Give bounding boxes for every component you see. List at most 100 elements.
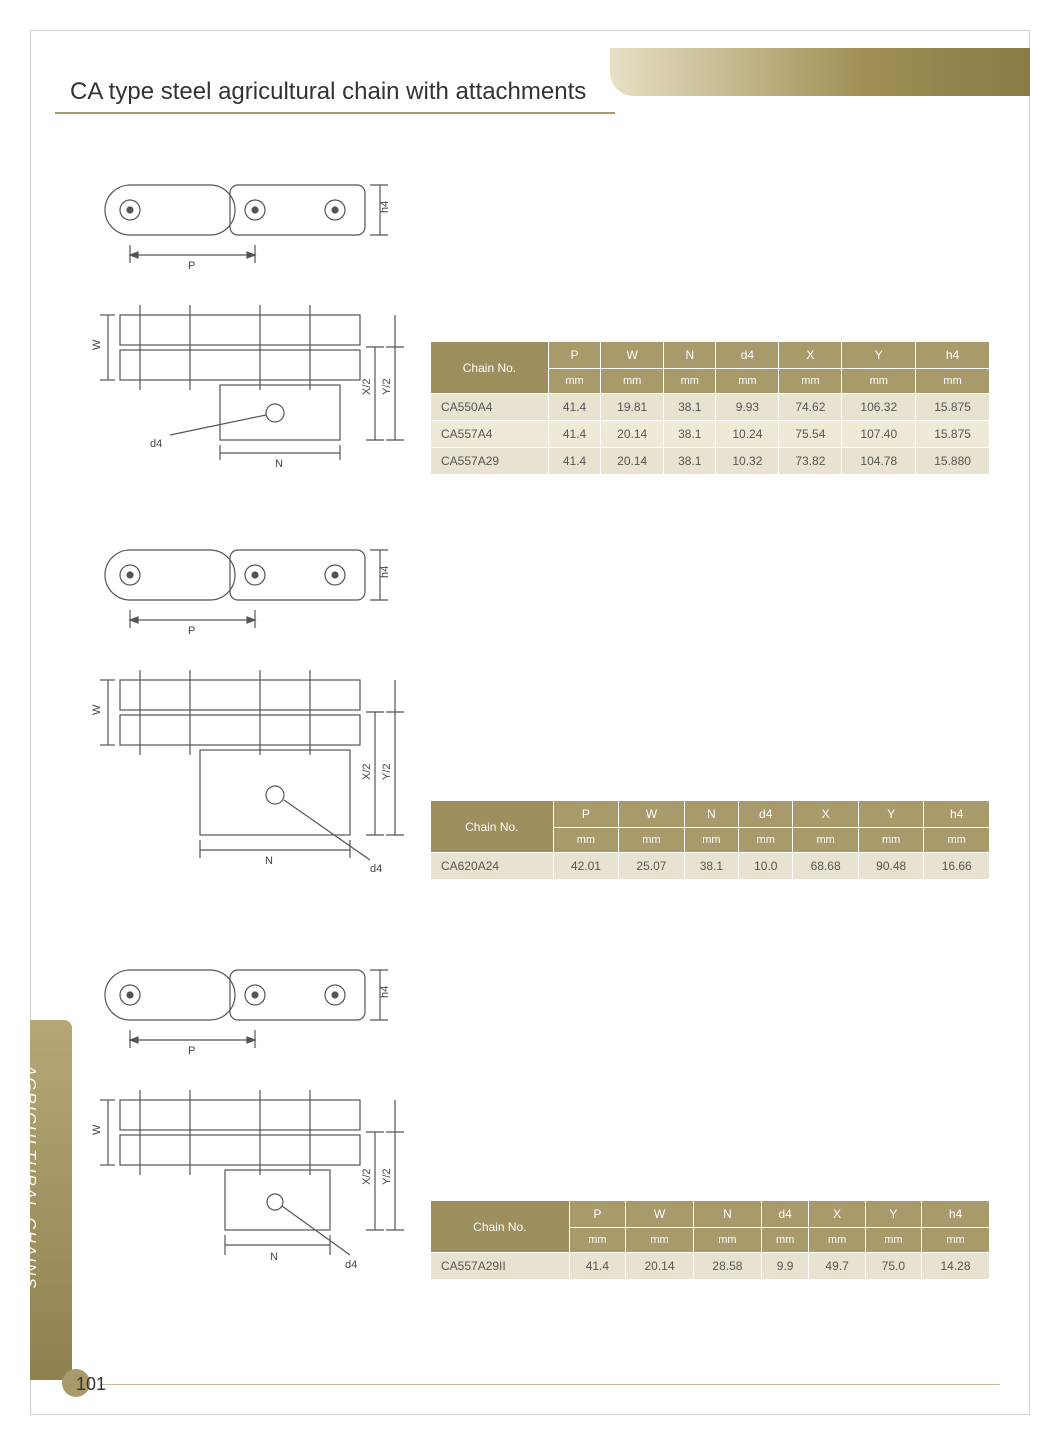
label-h4: h4 [379, 986, 391, 998]
table-cell: 28.58 [693, 1253, 761, 1280]
table-cell: 104.78 [842, 448, 916, 475]
label-h4: h4 [379, 566, 391, 578]
unit: mm [858, 828, 924, 853]
spec-table-1: Chain No. P W N d4 X Y h4 mm mm mm mm mm… [430, 341, 990, 475]
unit: mm [626, 1228, 694, 1253]
unit: mm [842, 369, 916, 394]
table-cell: 14.28 [922, 1253, 990, 1280]
table-row: CA557A2941.420.1438.110.3273.82104.7815.… [431, 448, 990, 475]
table-cell: CA550A4 [431, 394, 549, 421]
side-tab-label: AGRICULTURAL CHAINS [20, 1065, 38, 1290]
table-cell: 73.82 [779, 448, 842, 475]
table-cell: 9.9 [761, 1253, 809, 1280]
table-row: CA550A441.419.8138.19.9374.62106.3215.87… [431, 394, 990, 421]
label-Y2: Y/2 [381, 378, 393, 395]
table-cell: 10.0 [739, 853, 793, 880]
label-P: P [188, 260, 195, 272]
table-cell: 10.24 [716, 421, 779, 448]
col-P: P [553, 801, 619, 828]
unit: mm [916, 369, 990, 394]
table-cell: 75.54 [779, 421, 842, 448]
table-3-container: Chain No. P W N d4 X Y h4 mm mm mm mm mm… [410, 1200, 990, 1280]
table-cell: 38.1 [664, 394, 716, 421]
table-1-body: CA550A441.419.8138.19.9374.62106.3215.87… [431, 394, 990, 475]
table-cell: 20.14 [626, 1253, 694, 1280]
table-cell: 41.4 [548, 394, 600, 421]
col-h4: h4 [922, 1201, 990, 1228]
section-1: P h4 [70, 175, 990, 475]
unit: mm [793, 828, 859, 853]
footer-rule [100, 1384, 1000, 1385]
col-P: P [569, 1201, 625, 1228]
table-cell: 25.07 [619, 853, 685, 880]
unit: mm [619, 828, 685, 853]
col-chain-no: Chain No. [431, 1201, 570, 1253]
table-cell: 107.40 [842, 421, 916, 448]
label-W: W [91, 1124, 103, 1135]
table-cell: 41.4 [548, 448, 600, 475]
col-N: N [664, 342, 716, 369]
col-P: P [548, 342, 600, 369]
diagram-1: P h4 [70, 175, 410, 475]
table-cell: 68.68 [793, 853, 859, 880]
table-cell: 41.4 [548, 421, 600, 448]
col-W: W [619, 801, 685, 828]
spec-table-3: Chain No. P W N d4 X Y h4 mm mm mm mm mm… [430, 1200, 990, 1280]
label-d4: d4 [150, 438, 162, 450]
chain-top-view-3-svg: P h4 [70, 960, 410, 1060]
unit: mm [569, 1228, 625, 1253]
unit: mm [664, 369, 716, 394]
table-cell: 9.93 [716, 394, 779, 421]
col-chain-no: Chain No. [431, 801, 554, 853]
unit: mm [601, 369, 664, 394]
table-cell: CA620A24 [431, 853, 554, 880]
table-cell: 15.875 [916, 394, 990, 421]
table-cell: 41.4 [569, 1253, 625, 1280]
table-cell: 20.14 [601, 448, 664, 475]
table-cell: 75.0 [865, 1253, 921, 1280]
label-N: N [270, 1251, 278, 1263]
chain-side-view-svg: W N d4 X/2 Y/2 [70, 295, 410, 475]
table-cell: 10.32 [716, 448, 779, 475]
section-2: P h4 W N d4 [70, 540, 990, 880]
table-3-body: CA557A29II41.420.1428.589.949.775.014.28 [431, 1253, 990, 1280]
table-cell: 20.14 [601, 421, 664, 448]
unit: mm [739, 828, 793, 853]
table-cell: 42.01 [553, 853, 619, 880]
col-chain-no: Chain No. [431, 342, 549, 394]
col-d4: d4 [739, 801, 793, 828]
unit: mm [809, 1228, 865, 1253]
label-Y2: Y/2 [381, 763, 393, 780]
label-W: W [91, 339, 103, 350]
table-cell: 49.7 [809, 1253, 865, 1280]
label-N: N [265, 855, 273, 867]
col-d4: d4 [716, 342, 779, 369]
header-accent-bar [610, 48, 1030, 96]
col-X: X [779, 342, 842, 369]
unit: mm [924, 828, 990, 853]
unit: mm [553, 828, 619, 853]
table-row: CA557A29II41.420.1428.589.949.775.014.28 [431, 1253, 990, 1280]
table-1-container: Chain No. P W N d4 X Y h4 mm mm mm mm mm… [410, 341, 990, 475]
unit: mm [779, 369, 842, 394]
col-Y: Y [858, 801, 924, 828]
spec-table-2: Chain No. P W N d4 X Y h4 mm mm mm mm mm… [430, 800, 990, 880]
page-number: 101 [76, 1374, 106, 1395]
label-P: P [188, 625, 195, 637]
unit: mm [716, 369, 779, 394]
unit: mm [761, 1228, 809, 1253]
col-h4: h4 [924, 801, 990, 828]
label-Y2: Y/2 [381, 1168, 393, 1185]
table-cell: 74.62 [779, 394, 842, 421]
col-W: W [626, 1201, 694, 1228]
label-h4: h4 [379, 201, 391, 213]
label-X2: X/2 [361, 1168, 373, 1185]
table-cell: 16.66 [924, 853, 990, 880]
col-X: X [809, 1201, 865, 1228]
table-row: CA620A2442.0125.0738.110.068.6890.4816.6… [431, 853, 990, 880]
label-W: W [91, 704, 103, 715]
col-Y: Y [842, 342, 916, 369]
label-X2: X/2 [361, 378, 373, 395]
unit: mm [693, 1228, 761, 1253]
unit: mm [865, 1228, 921, 1253]
